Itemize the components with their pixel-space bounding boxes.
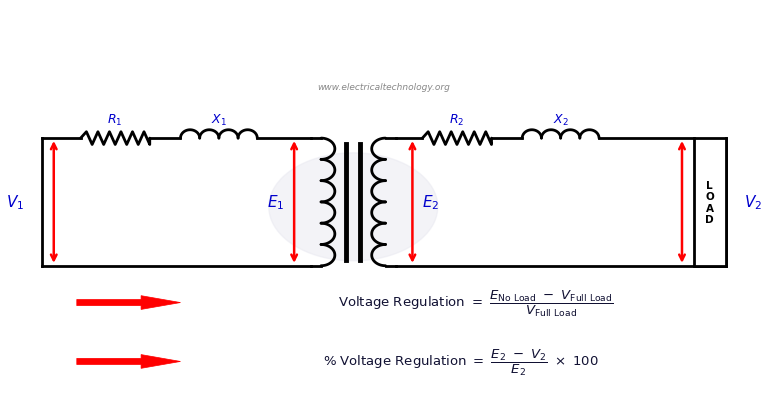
Text: www.electricaltechnology.org: www.electricaltechnology.org xyxy=(317,83,451,92)
Bar xyxy=(694,139,726,266)
Text: $\%$ Voltage Regulation $=\ \dfrac{E_2\ -\ V_2}{E_2}\ \times\ 100$: $\%$ Voltage Regulation $=\ \dfrac{E_2\ … xyxy=(323,347,598,377)
Text: $E_2$: $E_2$ xyxy=(422,193,440,212)
Text: $R_2$: $R_2$ xyxy=(449,113,465,128)
Text: What is the Transformer's Voltage Regulation?: What is the Transformer's Voltage Regula… xyxy=(19,21,749,49)
Text: $V_2$: $V_2$ xyxy=(743,193,762,212)
Text: $X_2$: $X_2$ xyxy=(553,113,568,128)
Text: $E_1$: $E_1$ xyxy=(266,193,284,212)
Text: Voltage Regulation $=\ \dfrac{E_{\mathrm{No\ Load}}\ -\ V_{\mathrm{Full\ Load}}}: Voltage Regulation $=\ \dfrac{E_{\mathrm… xyxy=(338,288,614,318)
Text: $V_1$: $V_1$ xyxy=(6,193,25,212)
Polygon shape xyxy=(77,296,180,310)
Text: L
O
A
D: L O A D xyxy=(705,180,714,224)
Polygon shape xyxy=(77,355,180,368)
Text: $X_1$: $X_1$ xyxy=(211,113,227,128)
Polygon shape xyxy=(269,154,438,261)
Text: $R_1$: $R_1$ xyxy=(108,113,123,128)
